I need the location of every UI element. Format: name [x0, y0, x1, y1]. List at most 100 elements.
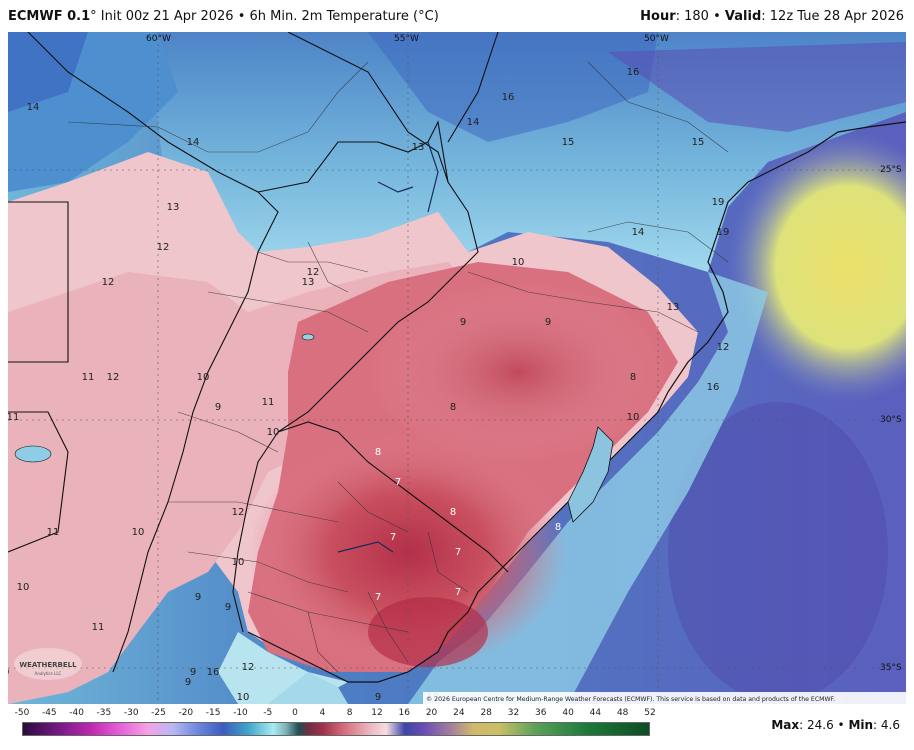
temperature-value-label: 9 — [215, 402, 221, 413]
temperature-value-label: 8 — [630, 372, 636, 383]
temperature-value-label: 16 — [207, 667, 220, 678]
maxmin-separator: • — [837, 718, 845, 732]
lake — [301, 333, 315, 341]
graticule-labels: 60°W 55°W 50°W 25°S 30°S 35°S — [146, 34, 902, 673]
colorbar-tick-label: 40 — [562, 708, 574, 718]
rivers — [337, 141, 439, 553]
colorbar-tick-label: 0 — [292, 708, 298, 718]
temperature-value-label: 16 — [627, 67, 640, 78]
cold-core-south — [248, 432, 568, 672]
temperature-value-label: 8 — [450, 402, 456, 413]
colorbar-tick-label: 16 — [398, 708, 410, 718]
valid-label: Valid — [724, 9, 762, 24]
temperature-value-label: 16 — [707, 382, 720, 393]
lon-label-50w: 50°W — [644, 34, 669, 44]
colorbar-tick-label: -45 — [41, 708, 57, 718]
temperature-value-label: 9 — [375, 692, 381, 703]
temperature-value-labels: 1714141312121312131614191916151519191413… — [8, 67, 730, 703]
temperature-value-label: 8 — [450, 507, 456, 518]
temperature-colorbar — [22, 722, 650, 736]
colorbar-tick-label: -5 — [263, 708, 273, 718]
ocean-deep-band — [668, 402, 888, 702]
temperature-value-label: 11 — [92, 622, 105, 633]
colorbar-tick-label: 36 — [535, 708, 547, 718]
map-title: ECMWF 0.1° Init 00z 21 Apr 2026 • 6h Min… — [8, 9, 439, 24]
temperature-value-label: 7 — [390, 532, 396, 543]
temperature-value-label: 12 — [242, 662, 255, 673]
colorbar-tick-label: 4 — [319, 708, 326, 718]
temperature-value-label: 11 — [262, 397, 275, 408]
title-separator: • — [237, 9, 246, 24]
weatherbell-logo: WEATHERBELL Analytics LLC — [14, 648, 82, 680]
temperature-value-label: 8 — [375, 447, 381, 458]
colorbar-tick-label: -25 — [151, 708, 166, 718]
temperature-value-label: 11 — [8, 412, 19, 423]
logo-text: WEATHERBELL — [19, 661, 77, 669]
graticule — [8, 32, 906, 704]
temperature-value-label: 9 — [460, 317, 466, 328]
temperature-value-label: 12 — [717, 342, 730, 353]
cold-core-north — [368, 282, 668, 462]
colorbar-tick-label: -15 — [205, 708, 221, 718]
colorbar-tick-label: -35 — [96, 708, 112, 718]
temperature-value-label: 12 — [307, 267, 320, 278]
colorbar-tick-label: 52 — [644, 708, 656, 718]
temperature-value-label: 10 — [197, 372, 210, 383]
colorbar-tick-label: 8 — [346, 708, 353, 718]
temperature-value-label: 10 — [627, 412, 640, 423]
degree-symbol: ° — [90, 9, 97, 24]
cold-min-spot — [368, 597, 488, 667]
temperature-value-label: 13 — [302, 277, 315, 288]
product-name: 6h Min. 2m Temperature (°C) — [249, 9, 439, 24]
max-label: Max — [771, 718, 800, 732]
colorbar-tick-label: -50 — [14, 708, 30, 718]
hour-value: 180 — [684, 9, 709, 24]
temperature-value-label: 13 — [412, 142, 425, 153]
temperature-value-label: 10 — [512, 257, 525, 268]
lagoa-dos-patos — [567, 426, 614, 523]
colorbar-tick-label: -40 — [69, 708, 84, 718]
north-warm-band — [608, 42, 906, 132]
lat-label-35s: 35°S — [880, 663, 902, 673]
colorbar-tick-label: -10 — [233, 708, 248, 718]
legend-footer: -50 -45 -40 -35 -30 -25 -20 -15 -10 -5 0 4 8 12 16 20 24… — [0, 704, 914, 750]
colorbar-tick-label: -30 — [123, 708, 139, 718]
copyright-text: © 2026 European Centre for Medium-Range … — [426, 695, 835, 703]
temperature-value-label: 9 — [190, 667, 196, 678]
temperature-value-label: 7 — [375, 592, 381, 603]
temperature-value-label: 14 — [467, 117, 480, 128]
temperature-value-label: 9 — [545, 317, 551, 328]
temperature-value-label: 10 — [232, 557, 245, 568]
temperature-value-label: 11 — [47, 527, 60, 538]
temperature-value-label: 15 — [562, 137, 575, 148]
temperature-value-label: 7 — [455, 587, 461, 598]
colorbar-tick-label: 28 — [480, 708, 492, 718]
min-value: 4.6 — [880, 718, 900, 732]
hour-label: Hour — [640, 9, 676, 24]
temperature-value-label: 11 — [82, 372, 95, 383]
colorbar-tick-label: 48 — [616, 708, 629, 718]
temperature-value-label: 12 — [232, 507, 245, 518]
temperature-value-label: 9 — [225, 602, 231, 613]
temperature-value-label: 7 — [395, 477, 401, 488]
country-borders — [8, 32, 509, 673]
temperature-value-label: 16 — [502, 92, 515, 103]
colorbar-tick-label: 24 — [453, 708, 465, 718]
model-name: ECMWF 0.1 — [8, 9, 91, 24]
temperature-value-label: 19 — [717, 227, 730, 238]
colorbar-tick-label: -20 — [178, 708, 194, 718]
logo-subtext: Analytics LLC — [35, 671, 62, 676]
temperature-value-label: 13 — [667, 302, 680, 313]
valid-value: 12z Tue 28 Apr 2026 — [769, 9, 904, 24]
colorbar-tick-label: 44 — [589, 708, 602, 718]
temperature-value-label: 15 — [692, 137, 705, 148]
temperature-value-label: 12 — [107, 372, 120, 383]
temperature-value-label: 14 — [632, 227, 645, 238]
copyright-backdrop — [423, 692, 906, 704]
temperature-value-label: 9 — [185, 677, 191, 688]
coastal-shelf — [268, 672, 348, 704]
lon-label-55w: 55°W — [394, 34, 419, 44]
temperature-value-label: 13 — [167, 202, 180, 213]
map-canvas: 60°W 55°W 50°W 25°S 30°S 35°S 1714141312… — [8, 32, 906, 704]
temperature-value-label: 9 — [195, 592, 201, 603]
